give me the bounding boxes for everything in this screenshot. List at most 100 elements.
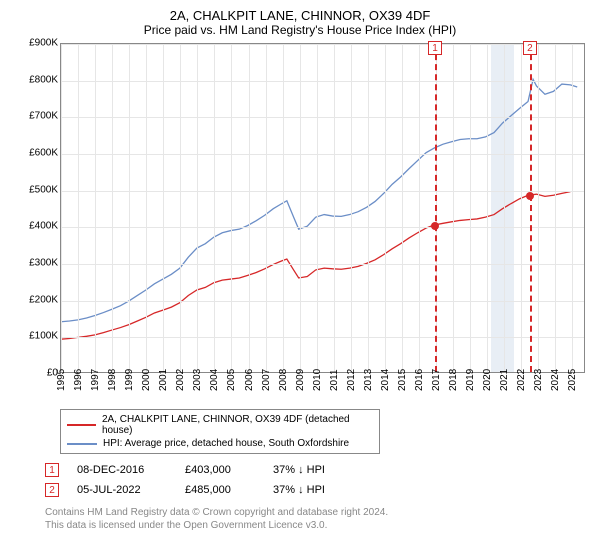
gridline-v — [470, 44, 471, 372]
x-tick-label: 2021 — [499, 369, 510, 391]
sale-price: £403,000 — [185, 464, 255, 476]
gridline-v — [487, 44, 488, 372]
marker-line — [530, 44, 532, 372]
legend-swatch — [67, 443, 97, 445]
gridline-v — [197, 44, 198, 372]
x-tick-label: 2013 — [363, 369, 374, 391]
y-tick-label: £600K — [29, 148, 58, 159]
y-tick-label: £900K — [29, 38, 58, 49]
x-tick-label: 2005 — [226, 369, 237, 391]
gridline-v — [112, 44, 113, 372]
gridline-v — [351, 44, 352, 372]
gridline-v — [180, 44, 181, 372]
gridline-v — [368, 44, 369, 372]
x-tick-label: 2020 — [482, 369, 493, 391]
footnote: Contains HM Land Registry data © Crown c… — [45, 506, 590, 532]
y-tick-label: £100K — [29, 331, 58, 342]
line-svg — [61, 44, 584, 372]
marker-box: 1 — [428, 41, 442, 55]
legend-label: HPI: Average price, detached house, Sout… — [103, 438, 349, 449]
plot-region: 12 — [60, 43, 585, 373]
gridline-v — [521, 44, 522, 372]
sale-marker: 1 — [45, 463, 59, 477]
x-tick-label: 2015 — [397, 369, 408, 391]
gridline-v — [78, 44, 79, 372]
x-tick-label: 2000 — [141, 369, 152, 391]
legend: 2A, CHALKPIT LANE, CHINNOR, OX39 4DF (de… — [60, 409, 380, 454]
gridline-h — [61, 264, 584, 265]
sale-date: 05-JUL-2022 — [77, 484, 167, 496]
sale-date: 08-DEC-2016 — [77, 464, 167, 476]
x-tick-label: 1996 — [73, 369, 84, 391]
x-tick-label: 2001 — [158, 369, 169, 391]
y-tick-label: £300K — [29, 258, 58, 269]
x-tick-label: 1997 — [90, 369, 101, 391]
gridline-v — [129, 44, 130, 372]
gridline-h — [61, 227, 584, 228]
x-tick-label: 2025 — [567, 369, 578, 391]
x-tick-label: 2011 — [329, 369, 340, 391]
sale-row: 2 05-JUL-2022 £485,000 37% ↓ HPI — [45, 480, 590, 500]
gridline-v — [61, 44, 62, 372]
gridline-h — [61, 301, 584, 302]
series-line-hpi — [61, 79, 577, 321]
x-tick-label: 1995 — [56, 369, 67, 391]
gridline-v — [266, 44, 267, 372]
gridline-v — [419, 44, 420, 372]
x-tick-label: 2009 — [295, 369, 306, 391]
sale-pct: 37% ↓ HPI — [273, 464, 363, 476]
x-tick-label: 2022 — [516, 369, 527, 391]
footnote-line2: This data is licensed under the Open Gov… — [45, 519, 590, 532]
chart-subtitle: Price paid vs. HM Land Registry's House … — [10, 23, 590, 37]
gridline-v — [385, 44, 386, 372]
gridline-h — [61, 337, 584, 338]
sale-row: 1 08-DEC-2016 £403,000 37% ↓ HPI — [45, 460, 590, 480]
x-axis: 1995199619971998199920002001200220032004… — [60, 373, 585, 403]
y-tick-label: £800K — [29, 74, 58, 85]
x-tick-label: 2024 — [550, 369, 561, 391]
x-tick-label: 2018 — [448, 369, 459, 391]
x-tick-label: 2014 — [380, 369, 391, 391]
gridline-v — [572, 44, 573, 372]
gridline-h — [61, 117, 584, 118]
legend-swatch — [67, 424, 96, 426]
x-tick-label: 2007 — [261, 369, 272, 391]
footnote-line1: Contains HM Land Registry data © Crown c… — [45, 506, 590, 519]
gridline-v — [163, 44, 164, 372]
gridline-v — [231, 44, 232, 372]
chart-title: 2A, CHALKPIT LANE, CHINNOR, OX39 4DF — [10, 8, 590, 23]
gridline-v — [317, 44, 318, 372]
y-tick-label: £700K — [29, 111, 58, 122]
gridline-v — [249, 44, 250, 372]
legend-item: HPI: Average price, detached house, Sout… — [67, 437, 373, 450]
marker-dot — [526, 192, 534, 200]
gridline-v — [300, 44, 301, 372]
gridline-h — [61, 191, 584, 192]
sales-table: 1 08-DEC-2016 £403,000 37% ↓ HPI 2 05-JUL-202… — [45, 460, 590, 500]
gridline-v — [214, 44, 215, 372]
sale-price: £485,000 — [185, 484, 255, 496]
x-tick-label: 2017 — [431, 369, 442, 391]
legend-item: 2A, CHALKPIT LANE, CHINNOR, OX39 4DF (de… — [67, 413, 373, 437]
x-tick-label: 2002 — [175, 369, 186, 391]
legend-label: 2A, CHALKPIT LANE, CHINNOR, OX39 4DF (de… — [102, 414, 373, 436]
sale-marker: 2 — [45, 483, 59, 497]
y-tick-label: £400K — [29, 221, 58, 232]
chart-area: £0£100K£200K£300K£400K£500K£600K£700K£80… — [15, 43, 590, 403]
gridline-v — [334, 44, 335, 372]
y-axis: £0£100K£200K£300K£400K£500K£600K£700K£80… — [15, 43, 60, 373]
gridline-v — [95, 44, 96, 372]
gridline-v — [538, 44, 539, 372]
marker-dot — [431, 222, 439, 230]
sale-pct: 37% ↓ HPI — [273, 484, 363, 496]
gridline-v — [146, 44, 147, 372]
gridline-v — [504, 44, 505, 372]
marker-box: 2 — [523, 41, 537, 55]
gridline-v — [453, 44, 454, 372]
gridline-v — [402, 44, 403, 372]
x-tick-label: 2003 — [192, 369, 203, 391]
x-tick-label: 2006 — [244, 369, 255, 391]
x-tick-label: 2008 — [278, 369, 289, 391]
x-tick-label: 2023 — [533, 369, 544, 391]
y-tick-label: £500K — [29, 184, 58, 195]
